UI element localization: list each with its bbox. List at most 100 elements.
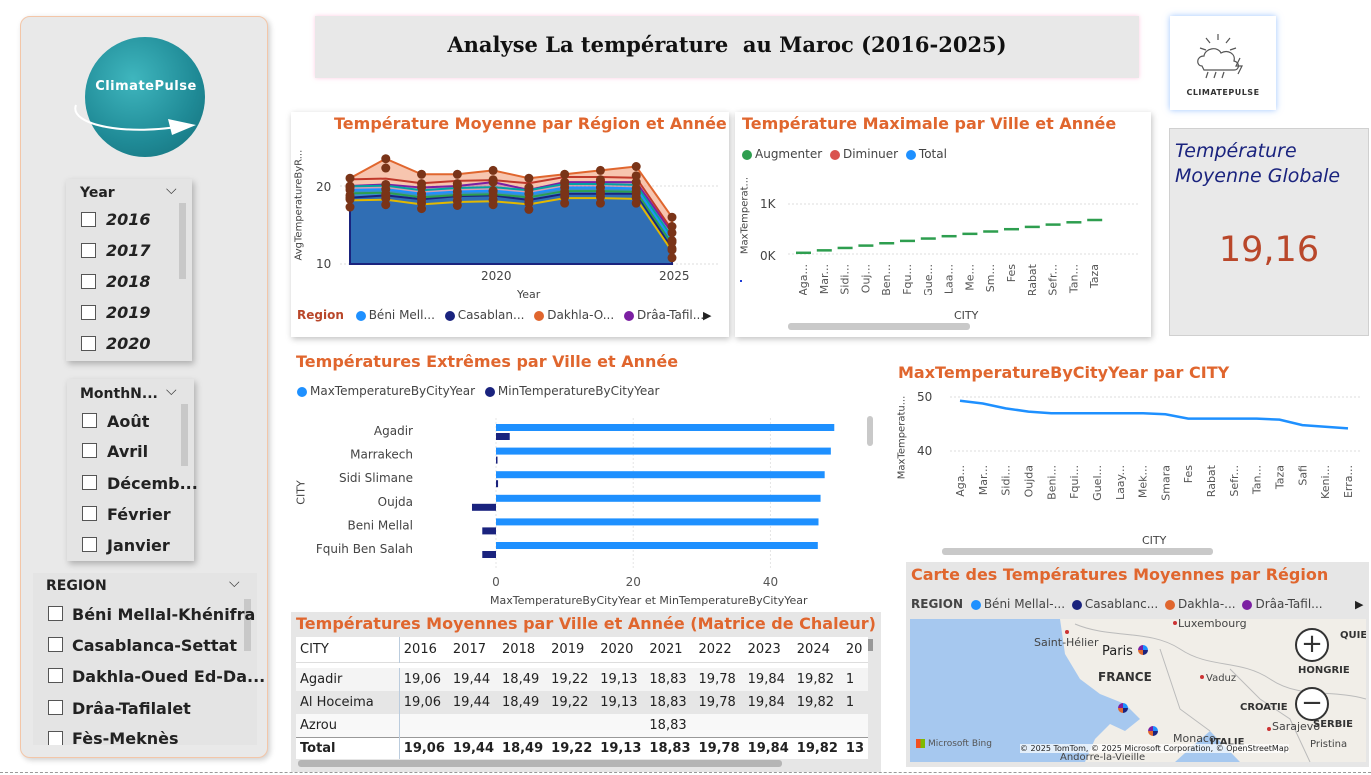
data-point (381, 179, 391, 189)
data-point (667, 237, 677, 247)
scrollbar[interactable] (244, 599, 251, 651)
scrollbar[interactable] (181, 404, 188, 466)
table-cell: 19,78 (698, 672, 736, 687)
table-cell: 13 (845, 741, 864, 757)
data-point (488, 177, 498, 187)
month-slicer (67, 379, 194, 561)
table-cell: 19,22 (551, 672, 589, 687)
category-label: Fquih Ben Salah (316, 542, 413, 556)
column-header[interactable]: 2019 (551, 641, 585, 657)
area-chart-plot[interactable] (340, 140, 720, 270)
legend-item[interactable]: Béni Mell... (355, 308, 435, 322)
x-tick-label: Laa... (943, 264, 956, 294)
map-pie-marker[interactable] (1138, 645, 1148, 655)
vertical-scrollbar[interactable] (868, 639, 873, 651)
bar-max (496, 447, 831, 455)
column-header[interactable]: 2017 (452, 641, 486, 657)
x-tick-label: Tan... (1251, 465, 1264, 495)
area-series (349, 192, 673, 265)
legend-item[interactable]: Total (905, 147, 947, 161)
region-item[interactable]: Fès-Meknès (33, 728, 257, 745)
data-point (488, 200, 498, 210)
category-label: Marrakech (350, 448, 413, 462)
legend-item[interactable]: Béni Mellal-... (970, 597, 1065, 611)
legend-item[interactable]: Casablanc... (1071, 597, 1158, 611)
x-tick-label: Sidi... (1000, 465, 1013, 496)
zoom-in-button[interactable]: + (1295, 628, 1329, 662)
map-copyright[interactable]: © 2025 TomTom, © 2025 Microsoft Corporat… (1020, 744, 1289, 753)
column-header[interactable]: 20 (845, 641, 863, 657)
legend-item[interactable]: Augmenter (742, 147, 822, 161)
x-tick-label: 20 (626, 575, 641, 589)
table-cell: 19,82 (796, 672, 834, 687)
column-header[interactable]: 2024 (796, 641, 830, 657)
map-label: QUIE (1340, 630, 1366, 641)
line-chart-plot[interactable]: Aga... Mar... Sidi... Oujda Beni... Fqui... Gu… (945, 385, 1365, 525)
legend-item[interactable]: Dakhla-... (1165, 597, 1236, 611)
vertical-scrollbar[interactable] (867, 416, 873, 446)
bar-min (496, 433, 510, 440)
legend-item[interactable]: Drâa-Tafil... (624, 308, 704, 322)
extremes-card (291, 347, 879, 610)
scrollbar[interactable] (179, 203, 186, 279)
bar-max (496, 518, 819, 526)
x-tick-label: Sefr... (1047, 264, 1060, 295)
legend-item[interactable]: Casablan... (444, 308, 524, 322)
legend-next-icon[interactable]: ▶ (703, 309, 712, 322)
line-chart-xlabel: CITY (1142, 534, 1167, 547)
table-cell: 19,84 (747, 695, 785, 710)
map-pie-marker[interactable] (1118, 703, 1128, 713)
x-tick-label: Fes (1005, 264, 1018, 282)
data-point (631, 162, 641, 171)
area-y-tick: 10 (316, 257, 332, 271)
legend-item[interactable]: Diminuer (829, 147, 898, 161)
chevron-down-icon[interactable]: ⌵ (166, 182, 177, 198)
extremes-plot[interactable]: 0 20 40 Agadir Marrakech Sidi Slimane Oujda Ben… (310, 418, 865, 593)
waterfall-bar (1004, 227, 1019, 231)
legend-item[interactable]: Dakhla-O... (534, 308, 614, 322)
column-header[interactable]: 2021 (649, 641, 683, 657)
table-cell: 18,49 (502, 672, 540, 687)
table-row[interactable]: Al Hoceima 19,06 19,44 18,49 19,22 19,13… (296, 691, 868, 714)
chevron-down-icon[interactable]: ⌵ (166, 383, 177, 399)
kpi-card (1169, 128, 1369, 336)
legend-next-icon[interactable]: ▶ (1355, 598, 1364, 611)
horizontal-scrollbar[interactable] (298, 760, 782, 767)
waterfall-plot[interactable]: Aga... Mar... Sidi... Ouj... Ben... Fqu... Gue… (788, 180, 1143, 295)
zoom-out-button[interactable]: − (1295, 687, 1329, 721)
legend-item[interactable]: MinTemperatureByCityYear (484, 384, 660, 398)
extremes-ylabel: CITY (294, 480, 308, 505)
waterfall-xlabel: CITY (954, 309, 979, 322)
legend-item[interactable]: MaxTemperatureByCityYear (297, 384, 475, 398)
map-label: Sarajevo (1272, 720, 1321, 733)
map-pie-marker[interactable] (1148, 726, 1158, 736)
series-line (349, 197, 673, 252)
waterfall-marker (740, 280, 742, 282)
table-cell (449, 714, 498, 737)
column-header[interactable]: 2018 (502, 641, 536, 657)
horizontal-scrollbar[interactable] (942, 548, 1213, 555)
area-chart-title: Température Moyenne par Région et Année (334, 114, 727, 133)
legend-item[interactable]: Drâa-Tafil... (1242, 597, 1323, 611)
data-point (524, 185, 534, 195)
chevron-down-icon[interactable]: ⌵ (229, 575, 240, 591)
map-label: CROATIE (1240, 702, 1288, 713)
column-header[interactable]: CITY (300, 641, 329, 657)
column-header[interactable]: 2022 (698, 641, 732, 657)
table-cell: 19,84 (747, 672, 785, 687)
x-tick-label: Beni... (1045, 465, 1058, 500)
horizontal-scrollbar[interactable] (788, 323, 970, 330)
table-cell: 18,49 (502, 741, 544, 757)
column-header[interactable]: 2020 (600, 641, 634, 657)
table-row[interactable]: Azrou 18,83 (296, 714, 868, 737)
table-row[interactable]: Agadir 19,06 19,44 18,49 19,22 19,13 18,… (296, 668, 868, 691)
table-cell: 18,83 (649, 695, 687, 710)
map-canvas[interactable]: Luxembourg Saint-Hélier Paris FRANCE Vad… (910, 619, 1366, 762)
column-header[interactable]: 2016 (398, 637, 449, 662)
logo-text: ClimatePulse (95, 79, 197, 94)
data-point (417, 183, 427, 193)
x-tick-label: 40 (763, 575, 778, 589)
waterfall-bar (879, 242, 895, 245)
bar-max (496, 494, 821, 502)
column-header[interactable]: 2023 (747, 641, 781, 657)
